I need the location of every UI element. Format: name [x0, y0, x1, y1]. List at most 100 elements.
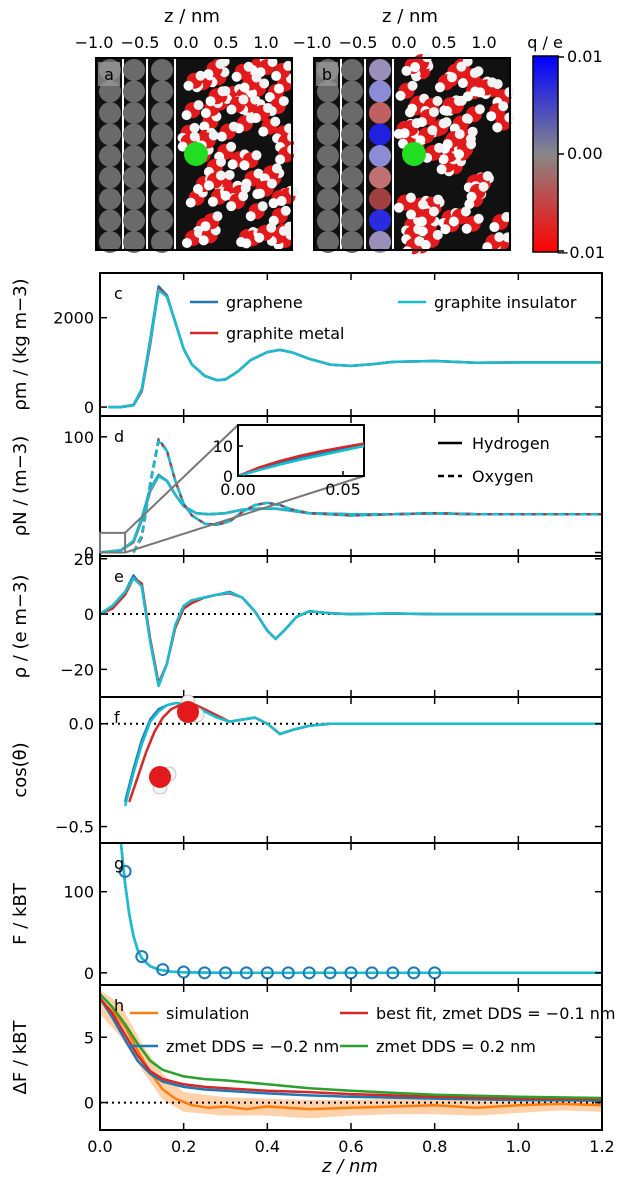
series-line-d-3	[132, 437, 602, 554]
x-tick-label: 1.2	[589, 1137, 614, 1156]
hydrogen-atom	[393, 202, 404, 213]
hydrogen-atom	[436, 164, 447, 175]
carbon-atom	[317, 166, 339, 189]
snapshot-b-tick-label: −0.5	[339, 33, 378, 52]
carbon-atom	[369, 231, 391, 253]
hydrogen-atom	[474, 104, 485, 115]
carbon-atom	[317, 209, 339, 232]
y-axis-label: ρN / (m−3)	[10, 436, 31, 537]
hydrogen-atom	[428, 107, 439, 118]
hydrogen-atom	[406, 209, 417, 220]
hydrogen-atom	[185, 197, 196, 208]
data-marker	[239, 966, 253, 980]
hydrogen-atom	[427, 125, 438, 136]
panel-e: 20 0 −20 e ρ / (e m−3)	[10, 550, 603, 698]
carbon-atom	[99, 123, 121, 146]
hydrogen-atom	[417, 226, 428, 237]
hydrogen-atom	[418, 199, 429, 210]
carbon-atom	[99, 102, 121, 124]
hydrogen-atom	[494, 232, 505, 243]
hydrogen-atom	[238, 191, 249, 202]
carbon-atom	[151, 188, 173, 210]
hydrogen-atom	[469, 68, 480, 79]
panel-h: 0 5 0.0 0.2 0.4 0.6 0.8 1.0 1.2 h ΔF / kBT	[10, 984, 615, 1156]
data-marker	[219, 966, 232, 980]
inset-series-line-1	[237, 442, 365, 478]
hydrogen-atom	[254, 188, 265, 199]
legend-d-label-hydrogen: Hydrogen	[472, 434, 550, 453]
snapshot-a-tick-label: 0.5	[213, 33, 238, 52]
hydrogen-atom	[203, 69, 214, 80]
series-line-g-0	[119, 842, 602, 975]
hydrogen-atom	[212, 211, 223, 222]
hydrogen-atom	[195, 70, 206, 81]
carbon-atom	[99, 145, 121, 167]
hydrogen-atom	[189, 122, 200, 133]
hydrogen-atom	[271, 70, 282, 81]
hydrogen-atom	[200, 221, 211, 232]
hydrogen-atom	[271, 163, 282, 174]
hydrogen-atom	[438, 154, 449, 165]
hydrogen-atom	[461, 223, 472, 234]
hydrogen-atom	[193, 227, 204, 238]
hydrogen-atom	[448, 216, 459, 227]
carbon-atom	[151, 166, 173, 189]
hydrogen-atom	[395, 90, 406, 101]
panel-frame	[99, 842, 603, 986]
hydrogen-atom	[428, 206, 439, 217]
carbon-atom	[99, 209, 121, 232]
carbon-atom	[317, 188, 339, 210]
carbon-atom	[341, 209, 363, 232]
hydrogen-atom	[461, 113, 472, 124]
hydrogen-atom	[207, 196, 218, 207]
y-axis-label: ρm / (kg m−3)	[10, 278, 31, 410]
carbon-atom	[151, 231, 173, 253]
y-tick-label: 20	[74, 550, 94, 569]
carbon-atom	[151, 145, 173, 167]
hydrogen-atom	[200, 108, 211, 119]
carbon-atom	[99, 188, 121, 210]
series-line-g-1	[119, 842, 602, 975]
hydrogen-atom	[183, 80, 194, 91]
hydrogen-atom	[266, 222, 277, 233]
series-line-e-2	[99, 576, 602, 688]
y-tick-label: 100	[63, 883, 94, 902]
hydrogen-atom	[268, 198, 279, 209]
x-tick-label: 0.4	[255, 1137, 280, 1156]
snapshot-a-tick-label: 0.0	[173, 33, 198, 52]
y-axis-label: ρ / (e m−3)	[10, 575, 31, 679]
carbon-atom	[341, 188, 363, 210]
oxygen-atom	[177, 701, 199, 723]
y-tick-label: 5	[84, 1028, 94, 1047]
panel-letter: f	[114, 708, 120, 727]
carbon-atom	[317, 123, 339, 146]
inset-series-line-2	[237, 444, 365, 478]
colorbar: q / e 0.01 0.00 −0.01	[527, 33, 605, 262]
inset-x-tick-label: 0.00	[220, 480, 256, 499]
carbon-atom	[123, 209, 145, 232]
hydrogen-atom	[442, 139, 453, 150]
carbon-atom	[341, 231, 363, 253]
snapshot-b-letter: b	[322, 65, 332, 84]
hydrogen-atom	[416, 216, 427, 227]
y-tick-label: 0.0	[69, 715, 94, 734]
hydrogen-atom	[239, 160, 250, 171]
y-tick-label: 0	[84, 398, 94, 417]
panel-g: 0 100 g F / kBT	[10, 842, 603, 986]
panel-letter: h	[114, 996, 124, 1015]
hydrogen-atom	[245, 211, 256, 222]
x-tick-label: 0.6	[338, 1137, 363, 1156]
hydrogen-atom	[482, 171, 493, 182]
snapshot-a-ticklabels: −1.0 −0.5 0.0 0.5 1.0	[75, 33, 279, 52]
hydrogen-atom	[216, 131, 227, 142]
snapshot-b-letter-box	[316, 62, 338, 86]
hydrogen-atom	[288, 186, 299, 197]
hydrogen-atom	[446, 72, 457, 83]
legend-c-label-graphite-insulator: graphite insulator	[434, 293, 577, 312]
snapshot-b-tick-label: −1.0	[293, 33, 332, 52]
hydrogen-atom	[231, 71, 242, 82]
hydrogen-atom	[251, 72, 262, 83]
y-tick-label: 0	[84, 1094, 94, 1113]
data-marker	[302, 966, 316, 980]
